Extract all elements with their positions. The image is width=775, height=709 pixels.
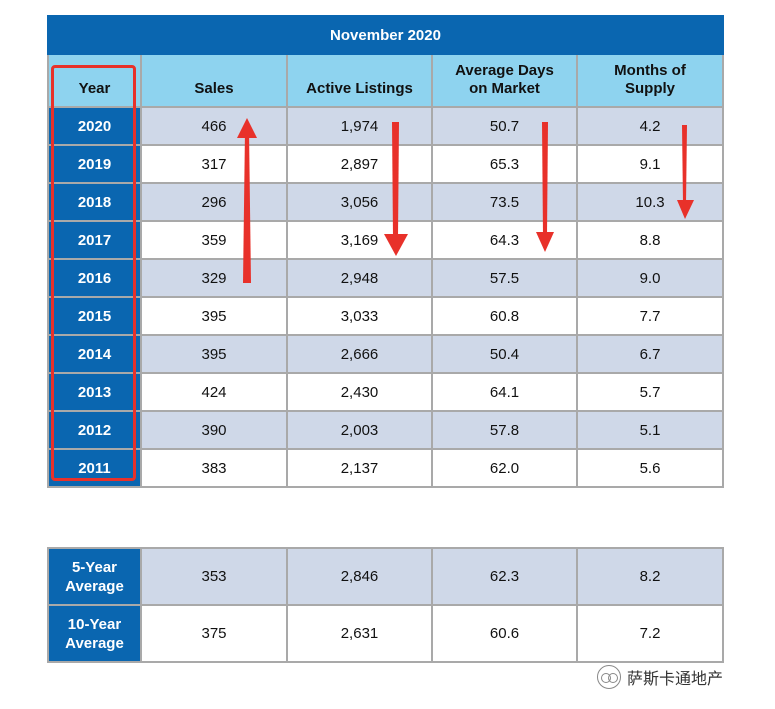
active-listings-cell: 2,948 [286,258,433,298]
year-cell: 2011 [47,448,142,488]
header-avg-days-line2: on Market [469,80,540,97]
header-months-of-supply: Months of Supply [575,53,725,108]
sales-cell: 395 [140,334,288,374]
year-cell: 2015 [47,296,142,336]
table-body: 2020 466 1,974 50.7 4.2 2019 317 2,897 65.3 9.1 20… [47,106,725,488]
active-listings-cell: 2,137 [286,448,433,488]
year-cell: 2016 [47,258,142,298]
avg-days-on-market-cell: 64.1 [431,372,578,412]
header-sales: Sales [140,53,288,108]
avg-days-on-market-cell: 60.8 [431,296,578,336]
active-listings-cell: 3,033 [286,296,433,336]
table-title: November 2020 [46,15,725,55]
watermark: 萨斯卡通地产 [597,662,723,692]
sales-cell: 395 [140,296,288,336]
active-listings-cell: 3,169 [286,220,433,260]
average-sales-cell: 375 [140,604,288,663]
year-cell: 2013 [47,372,142,412]
months-of-supply-cell: 5.6 [575,448,725,488]
months-of-supply-cell: 7.7 [575,296,725,336]
average-row: 5-Year Average 353 2,846 62.3 8.2 [47,547,724,606]
averages-table: 5-Year Average 353 2,846 62.3 8.2 10-Year Avera… [47,547,724,663]
average-label-cell: 10-Year Average [47,604,142,663]
avg-days-on-market-cell: 57.8 [431,410,578,450]
header-avg-days-line1: Average Days [455,62,554,79]
active-listings-cell: 2,897 [286,144,433,184]
average-label-line2: Average [65,577,124,595]
table-row: 2016 329 2,948 57.5 9.0 [47,258,725,298]
header-months-supply-line1: Months of [614,62,686,79]
active-listings-cell: 3,056 [286,182,433,222]
average-active-listings-cell: 2,631 [286,604,433,663]
average-sales-cell: 353 [140,547,288,606]
months-of-supply-cell: 5.1 [575,410,725,450]
header-months-supply-line2: Supply [625,80,676,97]
avg-days-on-market-cell: 73.5 [431,182,578,222]
sales-cell: 329 [140,258,288,298]
table-row: 2014 395 2,666 50.4 6.7 [47,334,725,374]
year-cell: 2019 [47,144,142,184]
year-cell: 2020 [47,106,142,146]
average-months-of-supply-cell: 7.2 [576,604,724,663]
average-avg-days-on-market-cell: 62.3 [431,547,578,606]
averages-body: 5-Year Average 353 2,846 62.3 8.2 10-Year Avera… [47,547,724,663]
table-row: 2018 296 3,056 73.5 10.3 [47,182,725,222]
year-cell: 2012 [47,410,142,450]
months-of-supply-cell: 5.7 [575,372,725,412]
active-listings-cell: 2,430 [286,372,433,412]
year-cell: 2014 [47,334,142,374]
header-avg-days-on-market: Average Days on Market [431,53,578,108]
months-of-supply-cell: 4.2 [575,106,725,146]
avg-days-on-market-cell: 50.4 [431,334,578,374]
table-row: 2015 395 3,033 60.8 7.7 [47,296,725,336]
avg-days-on-market-cell: 50.7 [431,106,578,146]
average-label-line1: 10-Year [67,615,122,633]
months-of-supply-cell: 9.1 [575,144,725,184]
average-months-of-supply-cell: 8.2 [576,547,724,606]
sales-cell: 317 [140,144,288,184]
sales-cell: 466 [140,106,288,146]
avg-days-on-market-cell: 62.0 [431,448,578,488]
sales-cell: 296 [140,182,288,222]
active-listings-cell: 2,003 [286,410,433,450]
months-of-supply-cell: 10.3 [575,182,725,222]
active-listings-cell: 1,974 [286,106,433,146]
header-active-listings: Active Listings [286,53,433,108]
active-listings-cell: 2,666 [286,334,433,374]
average-row: 10-Year Average 375 2,631 60.6 7.2 [47,604,724,663]
table-row: 2012 390 2,003 57.8 5.1 [47,410,725,450]
sales-cell: 383 [140,448,288,488]
sales-cell: 390 [140,410,288,450]
sales-cell: 424 [140,372,288,412]
table-row: 2020 466 1,974 50.7 4.2 [47,106,725,146]
table-row: 2017 359 3,169 64.3 8.8 [47,220,725,260]
table-row: 2011 383 2,137 62.0 5.6 [47,448,725,488]
table-row: 2019 317 2,897 65.3 9.1 [47,144,725,184]
months-of-supply-cell: 8.8 [575,220,725,260]
watermark-text: 萨斯卡通地产 [627,671,724,688]
average-label-line1: 5-Year [71,558,118,576]
avg-days-on-market-cell: 57.5 [431,258,578,298]
months-of-supply-cell: 6.7 [575,334,725,374]
avg-days-on-market-cell: 64.3 [431,220,578,260]
sales-cell: 359 [140,220,288,260]
table-row: 2013 424 2,430 64.1 5.7 [47,372,725,412]
year-cell: 2017 [47,220,142,260]
avg-days-on-market-cell: 65.3 [431,144,578,184]
months-of-supply-cell: 9.0 [575,258,725,298]
average-label-cell: 5-Year Average [47,547,142,606]
average-active-listings-cell: 2,846 [286,547,433,606]
year-cell: 2018 [47,182,142,222]
average-avg-days-on-market-cell: 60.6 [431,604,578,663]
wechat-logo-icon [597,665,621,689]
market-stats-table: November 2020 Year Sales Active Listings… [46,15,725,488]
header-year: Year [47,53,142,108]
average-label-line2: Average [65,634,124,652]
